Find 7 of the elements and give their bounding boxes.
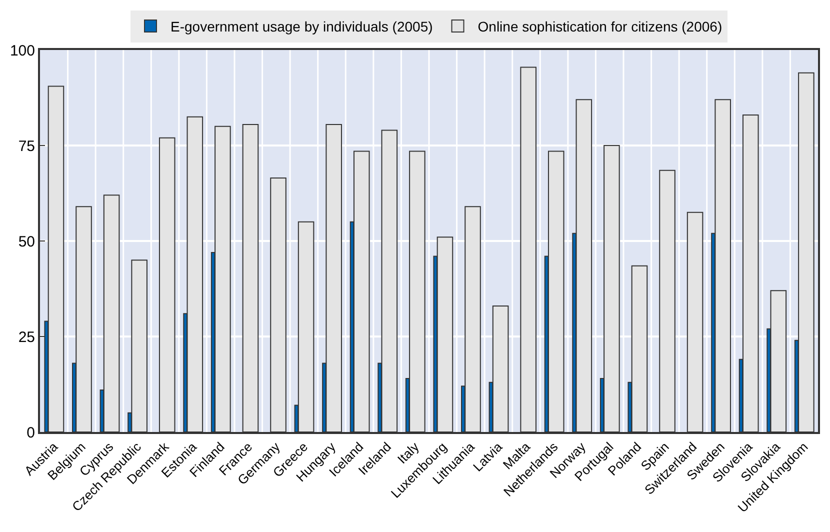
y-tick-label: 50 bbox=[18, 233, 35, 250]
legend-label: E-government usage by individuals (2005) bbox=[170, 18, 433, 34]
y-tick-label: 75 bbox=[18, 138, 35, 155]
y-tick-label: 100 bbox=[10, 42, 35, 60]
y-tick-label: 25 bbox=[18, 328, 35, 346]
y-tick-label: 0 bbox=[26, 424, 35, 442]
legend-label: Online sophistication for citizens (2006) bbox=[478, 18, 722, 34]
